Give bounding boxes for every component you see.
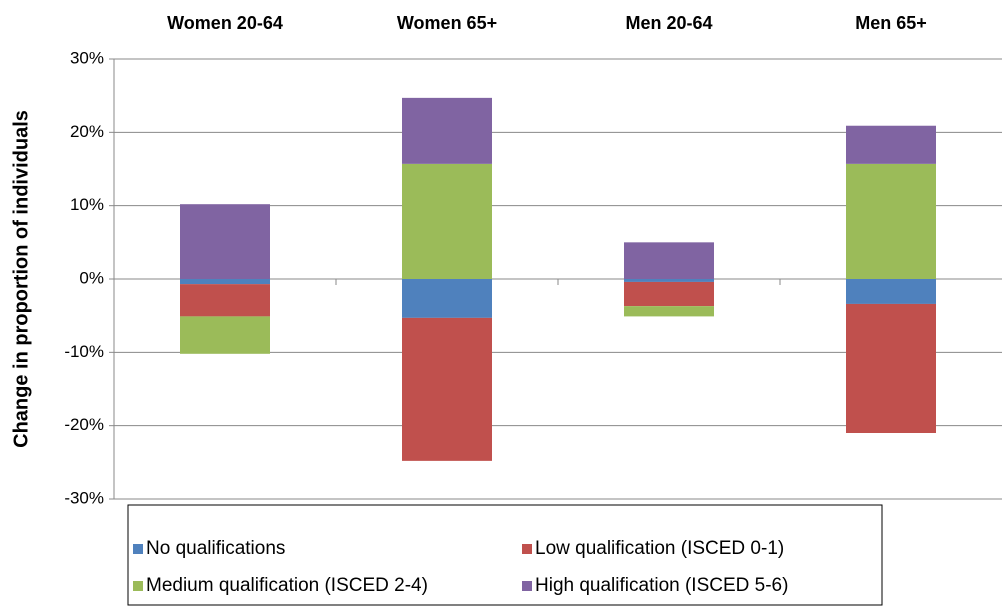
legend-label: Low qualification (ISCED 0-1) (535, 538, 784, 559)
legend-marker (133, 581, 143, 591)
bar-segment (402, 279, 492, 318)
legend-marker (133, 544, 143, 554)
bar-segment (624, 279, 714, 282)
bar-segment (180, 204, 270, 279)
legend-label: Medium qualification (ISCED 2-4) (146, 575, 428, 596)
bar-segment (846, 125, 936, 164)
bar-segment (846, 279, 936, 304)
bar-segment (846, 303, 936, 433)
bar-segment (846, 163, 936, 279)
bar-segment (402, 97, 492, 164)
legend-box (127, 504, 883, 606)
legend-marker (522, 581, 532, 591)
bar-segment (180, 284, 270, 317)
y-tick-label: -10% (64, 342, 104, 361)
category-label: Women 20-64 (167, 13, 283, 33)
bar-segment (624, 306, 714, 317)
bar-segment (180, 279, 270, 285)
y-tick-label: 20% (70, 122, 104, 141)
category-label: Women 65+ (397, 13, 497, 33)
y-tick-label: 10% (70, 195, 104, 214)
y-axis-title: Change in proportion of individuals (10, 110, 32, 448)
y-tick-label: 30% (70, 48, 104, 67)
legend-label: No qualifications (146, 538, 285, 559)
legend-label: High qualification (ISCED 5-6) (535, 575, 788, 596)
bar-segment (180, 316, 270, 354)
y-tick-label: 0% (79, 268, 104, 287)
y-tick-label: -20% (64, 415, 104, 434)
category-label: Men 20-64 (625, 13, 712, 33)
category-label: Men 65+ (855, 13, 927, 33)
legend-marker (522, 544, 532, 554)
y-tick-label: -30% (64, 488, 104, 507)
bar-segment (624, 281, 714, 307)
bar-segment (402, 163, 492, 279)
bar-segment (624, 242, 714, 279)
bar-segment (402, 317, 492, 461)
